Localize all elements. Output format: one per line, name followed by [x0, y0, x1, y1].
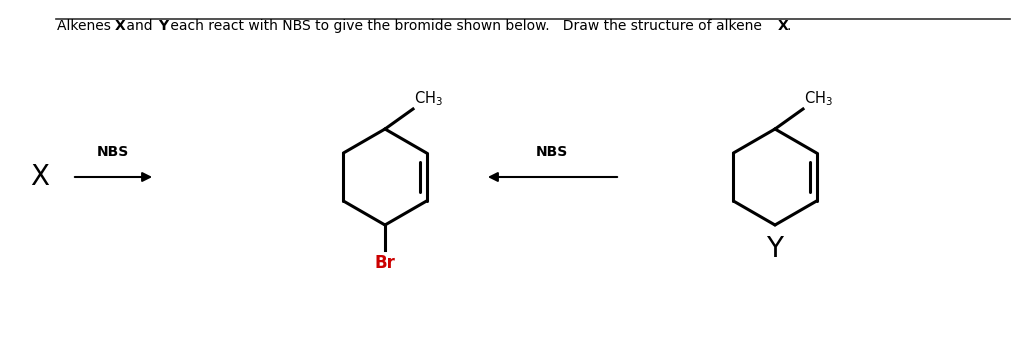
Text: Y: Y: [159, 19, 168, 33]
Text: X: X: [31, 163, 49, 191]
Text: Y: Y: [767, 235, 783, 263]
Text: NBS: NBS: [97, 145, 129, 159]
Text: Br: Br: [374, 254, 396, 272]
Text: CH$_3$: CH$_3$: [804, 89, 833, 108]
Text: each react with NBS to give the bromide shown below.   Draw the structure of alk: each react with NBS to give the bromide …: [166, 19, 767, 33]
Text: .: .: [786, 19, 790, 33]
Text: Alkenes: Alkenes: [57, 19, 115, 33]
Text: CH$_3$: CH$_3$: [414, 89, 443, 108]
Text: X: X: [115, 19, 125, 33]
Text: and: and: [122, 19, 158, 33]
Text: X: X: [778, 19, 789, 33]
Text: NBS: NBS: [536, 145, 568, 159]
